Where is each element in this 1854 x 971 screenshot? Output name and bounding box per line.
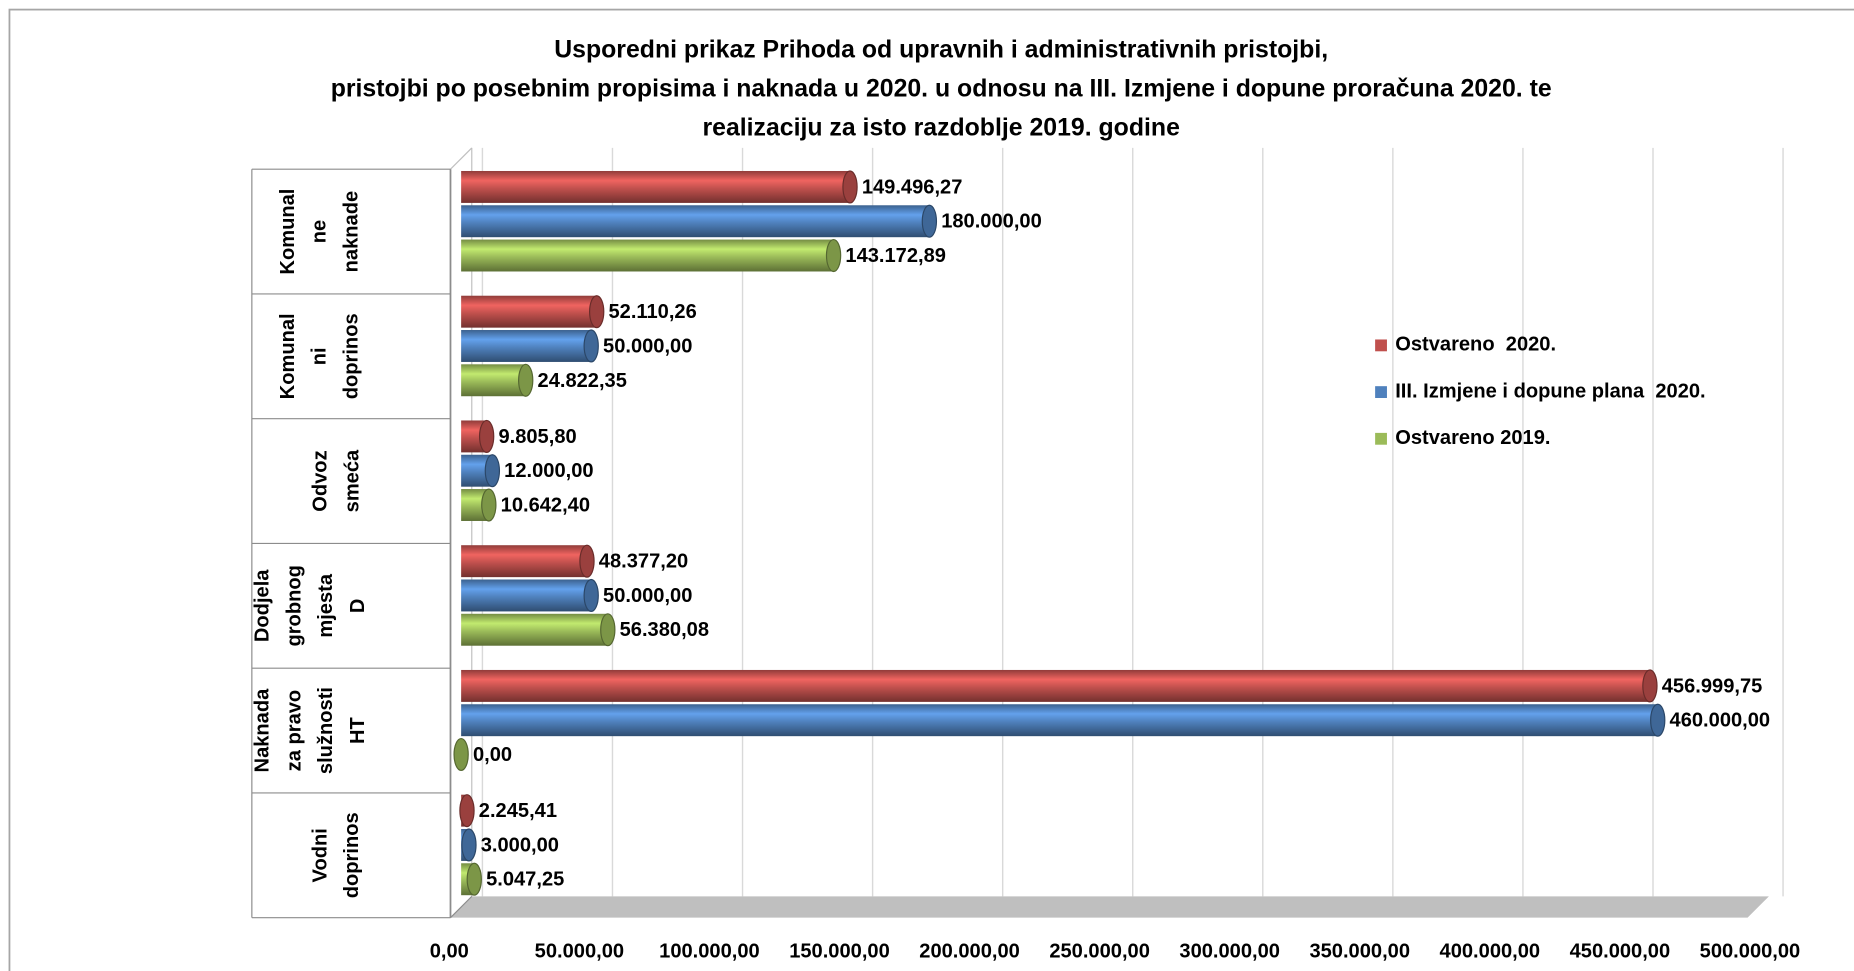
category-label: HT [347, 716, 369, 744]
category-label: ni [309, 347, 331, 365]
data-label: 456.999,75 [1662, 675, 1763, 697]
bar-cap [453, 737, 469, 772]
x-tick-label: 50.000,00 [535, 940, 624, 962]
category-label: doprinos [341, 812, 363, 898]
category-label: za pravo [283, 690, 305, 772]
bar-cap [1642, 669, 1658, 703]
data-label: 0,00 [473, 744, 512, 766]
bar-cap [600, 613, 616, 647]
x-tick-label: 200.000,00 [919, 940, 1020, 962]
data-label: 3.000,00 [481, 834, 559, 856]
chart-title: Usporedni prikaz Prihoda od upravnih i a… [554, 37, 1328, 64]
chart-title: realizaciju za isto razdoblje 2019. godi… [702, 115, 1179, 142]
category-label: mjesta [315, 573, 337, 637]
chart-border [8, 8, 1854, 971]
bar [461, 669, 1650, 702]
bar-cap [1650, 703, 1666, 737]
legend-swatch [1375, 339, 1387, 352]
bar [461, 205, 930, 238]
category-label: služnosti [315, 687, 337, 774]
data-label: 56.380,08 [620, 619, 709, 641]
value-axis-depth [450, 895, 473, 919]
bar-cap [478, 419, 495, 453]
category-label: naknade [341, 191, 363, 273]
data-label: 10.642,40 [501, 495, 590, 517]
axis-depth [450, 147, 473, 170]
data-label: 50.000,00 [603, 335, 692, 357]
bar-cap [589, 295, 605, 329]
bar [461, 579, 592, 612]
bar [461, 295, 597, 328]
bar-cap [481, 488, 497, 522]
bar [461, 330, 592, 362]
bar [461, 613, 608, 646]
legend-label: Ostvareno 2019. [1395, 427, 1550, 449]
data-label: 2.245,41 [479, 800, 557, 822]
bar-cap [518, 363, 534, 397]
bar-cap [466, 862, 482, 896]
legend-label: Ostvareno 2020. [1395, 334, 1556, 356]
x-tick-label: 250.000,00 [1049, 940, 1150, 962]
category-label: Dodjela [251, 569, 273, 642]
data-label: 460.000,00 [1670, 710, 1771, 732]
bar [461, 239, 834, 272]
data-label: 5.047,25 [486, 869, 564, 891]
x-tick-label: 450.000,00 [1570, 940, 1671, 962]
bar-cap [484, 454, 501, 488]
bar-cap [842, 170, 858, 204]
chart-title: pristojbi po posebnim propisima i naknad… [331, 76, 1552, 103]
category-label: doprinos [341, 313, 363, 399]
data-label: 149.496,27 [862, 176, 963, 198]
bar-cap [825, 238, 842, 273]
category-label: Komunal [277, 313, 299, 399]
category-label: Vodni [309, 828, 331, 882]
category-label: Komunal [277, 189, 299, 275]
data-label: 12.000,00 [504, 460, 593, 482]
data-label: 9.805,80 [498, 426, 576, 448]
bar-cap [579, 544, 595, 578]
legend-swatch [1375, 386, 1387, 399]
category-label: Naknada [251, 688, 273, 773]
data-label: 48.377,20 [599, 551, 688, 573]
x-tick-label: 300.000,00 [1179, 940, 1280, 962]
bar-cap [459, 794, 475, 828]
bar [461, 545, 587, 578]
data-label: 24.822,35 [538, 370, 627, 392]
x-tick-label: 100.000,00 [659, 940, 760, 962]
x-tick-label: 400.000,00 [1440, 940, 1541, 962]
bar-cap [583, 578, 599, 613]
category-label: grobnog [283, 565, 305, 646]
data-label: 143.172,89 [845, 245, 946, 267]
x-tick-label: 150.000,00 [789, 940, 890, 962]
legend-label: III. Izmjene i dopune plana 2020. [1395, 380, 1705, 402]
bar [461, 364, 526, 397]
legend-swatch [1375, 432, 1387, 445]
bar [461, 704, 1658, 737]
data-label: 180.000,00 [941, 211, 1042, 233]
bar-cap [461, 828, 477, 862]
category-label: D [347, 599, 369, 614]
data-label: 52.110,26 [609, 301, 697, 323]
x-tick-label: 0,00 [430, 940, 469, 962]
category-label: smeća [341, 449, 363, 512]
category-label: ne [309, 220, 331, 243]
bar-cap [583, 329, 599, 363]
data-label: 50.000,00 [603, 585, 692, 607]
category-label: Odvoz [309, 450, 331, 511]
bar-cap [921, 204, 938, 238]
floor [450, 896, 1769, 918]
bar [461, 170, 851, 203]
x-tick-label: 350.000,00 [1309, 940, 1410, 962]
x-tick-label: 500.000,00 [1700, 940, 1801, 962]
